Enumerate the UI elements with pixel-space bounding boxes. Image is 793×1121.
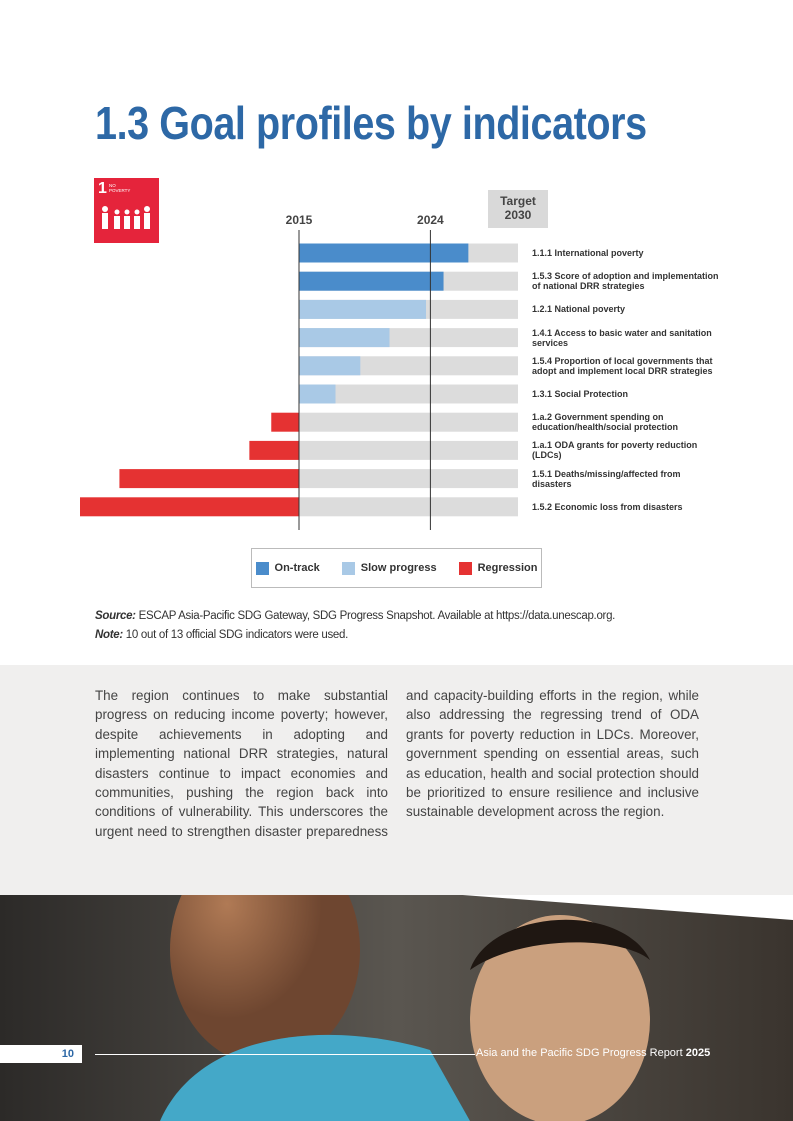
bar xyxy=(299,356,361,376)
track xyxy=(299,412,518,432)
track xyxy=(299,469,518,489)
note: Note: 10 out of 13 official SDG indicato… xyxy=(95,629,348,641)
track xyxy=(299,440,518,460)
tick-label: 2024 xyxy=(417,213,444,227)
legend: On-track Slow progress Regression xyxy=(251,548,542,588)
chart xyxy=(80,190,548,530)
legend-label: Regression xyxy=(477,562,538,574)
category-label: 1.5.4 Proportion of local governments th… xyxy=(532,355,713,376)
bar xyxy=(299,271,444,291)
bar xyxy=(80,497,299,517)
legend-item: Slow progress xyxy=(341,561,437,575)
text-band xyxy=(0,665,793,895)
category-label: 1.5.2 Economic loss from disasters xyxy=(532,501,683,512)
report-name: Asia and the Pacific SDG Progress Report xyxy=(476,1047,683,1059)
source-text: ESCAP Asia-Pacific SDG Gateway, SDG Prog… xyxy=(138,610,616,622)
legend-swatch xyxy=(255,561,269,575)
category-label: 1.4.1 Access to basic water and sanitati… xyxy=(532,327,712,348)
page-title: 1.3 Goal profiles by indicators xyxy=(95,97,647,149)
category-label: 1.a.1 ODA grants for poverty reduction (… xyxy=(532,440,698,461)
footer-report: Asia and the Pacific SDG Progress Report… xyxy=(476,1047,710,1059)
note-text: 10 out of 13 official SDG indicators wer… xyxy=(125,629,349,641)
sdg-icon: 1 NO POVERTY xyxy=(94,178,159,243)
track xyxy=(299,384,518,404)
category-label: 1.5.1 Deaths/missing/affected from disas… xyxy=(532,468,681,489)
target-box xyxy=(488,190,548,228)
sdg-figures xyxy=(102,206,150,229)
bar xyxy=(299,384,336,404)
legend-swatch xyxy=(341,561,355,575)
track xyxy=(299,497,518,517)
bar xyxy=(299,299,427,319)
bar xyxy=(299,243,469,263)
category-label: 1.2.1 National poverty xyxy=(532,304,626,315)
footer-rule xyxy=(95,1054,475,1055)
legend-swatch xyxy=(458,561,472,575)
tick-label: 2015 xyxy=(285,213,313,227)
page-number: 10 xyxy=(0,1045,82,1063)
bar xyxy=(249,440,299,460)
sdg-number: 1 xyxy=(98,180,107,197)
legend-item: On-track xyxy=(255,561,320,575)
source: Source: ESCAP Asia-Pacific SDG Gateway, … xyxy=(95,610,615,622)
category-label: 1.1.1 International poverty xyxy=(532,248,644,258)
source-label: Source: xyxy=(95,610,136,622)
legend-label: On-track xyxy=(274,562,320,574)
report-year: 2025 xyxy=(685,1047,711,1059)
tick-label: Target 2030 xyxy=(500,194,536,222)
body-text: The region continues to make substantial… xyxy=(95,688,699,839)
bar xyxy=(271,412,299,432)
legend-item: Regression xyxy=(458,561,538,575)
category-label: 1.a.2 Government spending on education/h… xyxy=(532,412,679,433)
bar xyxy=(119,469,299,489)
category-label: 1.5.3 Score of adoption and implementati… xyxy=(532,271,719,292)
bar xyxy=(299,328,390,348)
legend-label: Slow progress xyxy=(360,562,437,574)
category-label: 1.3.1 Social Protection xyxy=(532,389,629,399)
photo xyxy=(0,840,793,1121)
note-label: Note: xyxy=(95,629,123,641)
sdg-label: NO POVERTY xyxy=(109,183,131,193)
